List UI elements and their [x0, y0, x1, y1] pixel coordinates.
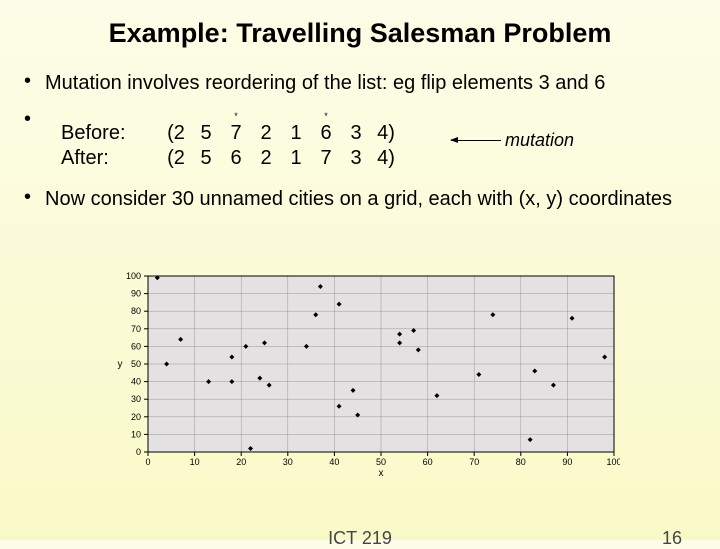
svg-text:30: 30 [283, 457, 293, 467]
mutation-after-row: After: (25621734) [61, 146, 401, 171]
svg-text:30: 30 [131, 394, 141, 404]
bullet-3-text: Now consider 30 unnamed cities on a grid… [45, 187, 672, 211]
bullet-2: • ** Before: (25721634) After: (25621734… [0, 109, 720, 171]
seq-cell: 5 [191, 121, 221, 146]
mutation-star [191, 111, 221, 121]
svg-text:y: y [118, 359, 123, 370]
seq-cell: 4) [371, 121, 401, 146]
bullet-1-text: Mutation involves reordering of the list… [45, 71, 605, 95]
slide-title: Example: Travelling Salesman Problem [0, 0, 720, 49]
seq-cell: 2 [251, 121, 281, 146]
svg-text:100: 100 [606, 457, 620, 467]
mutation-example: ** Before: (25721634) After: (25621734) … [61, 111, 401, 171]
svg-text:0: 0 [136, 447, 141, 457]
mutation-arrow-label: mutation [501, 129, 574, 152]
svg-text:60: 60 [423, 457, 433, 467]
seq-cell: 2 [251, 146, 281, 171]
svg-text:10: 10 [190, 457, 200, 467]
svg-text:20: 20 [131, 412, 141, 422]
mutation-arrow: mutation [451, 129, 574, 152]
seq-cell: 3 [341, 146, 371, 171]
svg-text:80: 80 [516, 457, 526, 467]
mutation-before-label: Before: [61, 121, 161, 146]
svg-text:40: 40 [131, 377, 141, 387]
mutation-after-label: After: [61, 146, 161, 171]
seq-cell: 5 [191, 146, 221, 171]
bullet-dot: • [24, 109, 45, 129]
mutation-star: * [221, 111, 251, 121]
mutation-star [371, 111, 401, 121]
svg-text:10: 10 [131, 429, 141, 439]
seq-cell: 6 [311, 121, 341, 146]
svg-text:40: 40 [329, 457, 339, 467]
svg-text:90: 90 [131, 289, 141, 299]
bullet-1: • Mutation involves reordering of the li… [0, 71, 720, 95]
svg-text:100: 100 [126, 271, 141, 281]
chart-svg: 0 10 20 30 40 50 60 70 80 90 100 0 10 20 30 40 50 60 70 80 9… [110, 270, 620, 480]
page-number: 16 [662, 528, 682, 549]
svg-text:50: 50 [376, 457, 386, 467]
arrow-head-icon [450, 137, 458, 143]
svg-text:50: 50 [131, 359, 141, 369]
svg-text:80: 80 [131, 306, 141, 316]
svg-text:20: 20 [236, 457, 246, 467]
mutation-star [281, 111, 311, 121]
seq-cell: (2 [161, 121, 191, 146]
seq-cell: 3 [341, 121, 371, 146]
mutation-star: * [311, 111, 341, 121]
mutation-before-values: (25721634) [161, 121, 401, 146]
seq-cell: 6 [221, 146, 251, 171]
mutation-after-values: (25621734) [161, 146, 401, 171]
svg-text:90: 90 [562, 457, 572, 467]
seq-cell: 1 [281, 146, 311, 171]
cities-scatter-chart: 0 10 20 30 40 50 60 70 80 90 100 0 10 20 30 40 50 60 70 80 9… [110, 270, 620, 480]
mutation-star [161, 111, 191, 121]
mutation-star [341, 111, 371, 121]
mutation-star [251, 111, 281, 121]
arrow-line [451, 140, 501, 141]
svg-text:70: 70 [469, 457, 479, 467]
svg-text:0: 0 [145, 457, 150, 467]
seq-cell: 4) [371, 146, 401, 171]
svg-text:x: x [379, 468, 384, 479]
course-code: ICT 219 [328, 528, 392, 549]
mutation-before-row: Before: (25721634) [61, 121, 401, 146]
seq-cell: 1 [281, 121, 311, 146]
seq-cell: 7 [311, 146, 341, 171]
seq-cell: 7 [221, 121, 251, 146]
bullet-dot: • [24, 71, 45, 91]
mutation-star-row: ** [161, 111, 401, 121]
bullet-dot: • [24, 187, 45, 207]
seq-cell: (2 [161, 146, 191, 171]
bullet-3: • Now consider 30 unnamed cities on a gr… [0, 187, 720, 211]
svg-text:60: 60 [131, 341, 141, 351]
svg-text:70: 70 [131, 324, 141, 334]
